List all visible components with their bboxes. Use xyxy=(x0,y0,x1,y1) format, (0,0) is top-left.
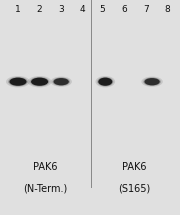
Text: 5: 5 xyxy=(100,5,105,14)
Text: PAK6: PAK6 xyxy=(122,162,147,172)
Text: 1: 1 xyxy=(15,5,21,14)
Ellipse shape xyxy=(141,77,163,87)
Text: 8: 8 xyxy=(165,5,170,14)
Ellipse shape xyxy=(54,78,69,85)
Ellipse shape xyxy=(50,77,72,87)
Text: 2: 2 xyxy=(37,5,42,14)
Text: 7: 7 xyxy=(143,5,149,14)
Ellipse shape xyxy=(28,76,52,88)
Ellipse shape xyxy=(95,76,115,88)
Ellipse shape xyxy=(30,77,50,86)
Ellipse shape xyxy=(9,78,27,86)
Ellipse shape xyxy=(143,77,161,86)
Ellipse shape xyxy=(52,77,70,86)
Ellipse shape xyxy=(98,78,112,86)
Text: 4: 4 xyxy=(80,5,86,14)
Ellipse shape xyxy=(31,78,48,86)
Ellipse shape xyxy=(144,78,160,85)
Text: 6: 6 xyxy=(121,5,127,14)
Ellipse shape xyxy=(6,76,30,88)
Text: PAK6: PAK6 xyxy=(33,162,58,172)
Ellipse shape xyxy=(8,77,28,86)
Text: (S165): (S165) xyxy=(118,183,151,194)
Text: 3: 3 xyxy=(58,5,64,14)
Text: (N-Term.): (N-Term.) xyxy=(23,183,68,194)
Ellipse shape xyxy=(97,77,113,86)
